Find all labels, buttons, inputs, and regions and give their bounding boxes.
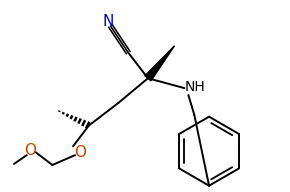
- Text: N: N: [103, 14, 114, 29]
- Text: NH: NH: [185, 80, 206, 94]
- Text: O: O: [74, 145, 86, 160]
- Text: O: O: [24, 143, 36, 158]
- Polygon shape: [145, 46, 175, 81]
